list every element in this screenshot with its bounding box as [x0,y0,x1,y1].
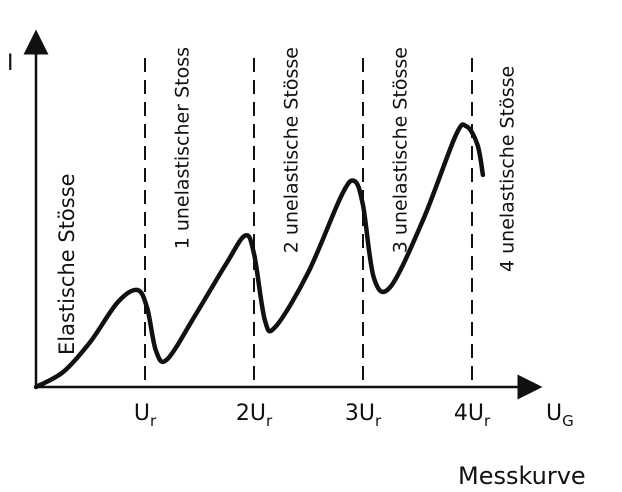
x-tick-label-1: Ur [134,401,157,430]
x-tick-label-2: 2Ur [236,401,273,430]
y-axis-label: I [7,51,14,76]
x-tick-label-3: 3Ur [345,401,382,430]
region-label-3: 2 unelastische Stösse [281,47,303,253]
region-label-5: 4 unelastische Stösse [496,66,518,272]
region-label-2: 1 unelastischer Stoss [172,47,194,249]
x-tick-label-4: 4Ur [454,401,491,430]
x-axis-label-sub: G [562,412,574,430]
x-axis-label-main: U [546,401,562,426]
x-tick-labels: Ur 2Ur 3Ur 4Ur [134,401,491,430]
region-label-4: 3 unelastische Stösse [390,47,412,253]
series-line-curve [36,124,483,387]
x-axis-label: UG [546,401,574,430]
region-label-1: Elastische Stösse [55,173,79,355]
caption: Messkurve [458,462,586,490]
